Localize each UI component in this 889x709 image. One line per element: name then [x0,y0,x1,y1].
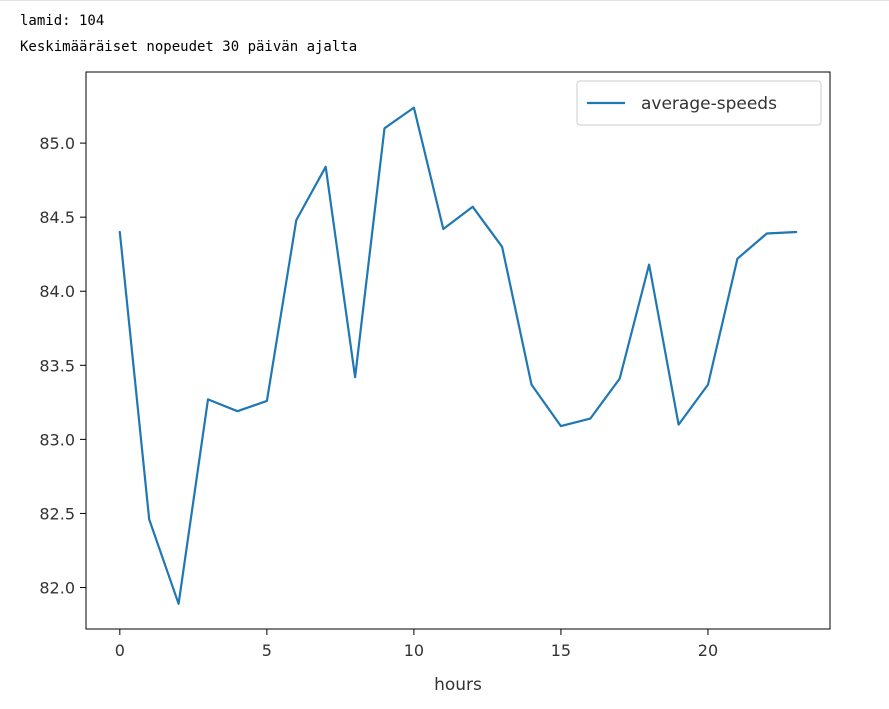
y-tick-label: 84.0 [39,282,75,301]
y-tick-label: 84.5 [39,208,75,227]
cell-output-text: lamid: 104 Keskimääräiset nopeudet 30 pä… [20,8,357,60]
y-tick-label: 82.0 [39,579,75,598]
output-line-description: Keskimääräiset nopeudet 30 päivän ajalta [20,39,358,55]
series-line-average-speeds [118,106,798,605]
x-tick-label: 10 [404,641,424,660]
x-tick-label: 5 [262,641,272,660]
y-tick-label: 83.0 [39,430,75,449]
x-axis-label: hours [434,675,482,695]
legend-label: average-speeds [641,94,777,114]
legend-box [576,80,822,126]
cell-top-border [0,0,889,1]
y-tick-label: 83.5 [39,356,75,375]
output-line-lamid: lamid: 104 [20,13,105,29]
y-tick-label: 82.5 [39,504,75,523]
x-tick-label: 15 [551,641,571,660]
plot-frame [85,71,831,630]
y-tick-label: 85.0 [39,134,75,153]
x-tick-label: 0 [115,641,125,660]
x-tick-label: 20 [698,641,718,660]
